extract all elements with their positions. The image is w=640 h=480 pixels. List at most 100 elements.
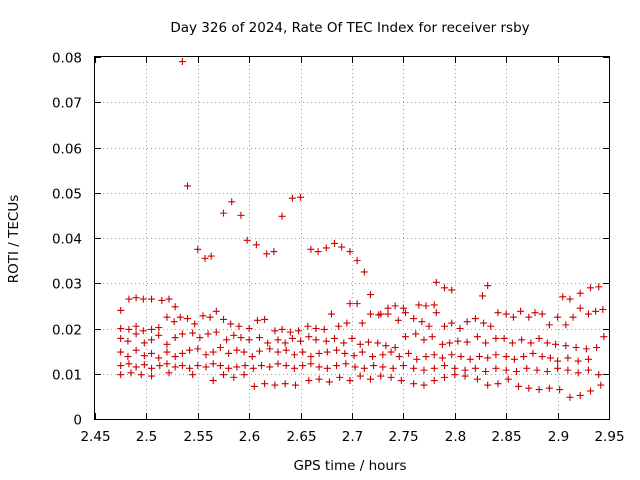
data-point <box>367 310 375 318</box>
data-point <box>233 363 241 371</box>
x-tick-label: 2.7 <box>342 429 363 445</box>
data-point <box>132 330 140 338</box>
data-point <box>204 330 212 338</box>
data-point <box>448 286 456 294</box>
x-tick-label: 2.55 <box>183 429 213 445</box>
data-point <box>441 362 449 370</box>
data-point <box>525 384 533 392</box>
data-point <box>494 309 502 317</box>
data-point <box>230 373 238 381</box>
data-point <box>586 284 594 292</box>
data-point <box>323 348 331 356</box>
x-tick-label: 2.85 <box>491 429 521 445</box>
data-point <box>127 369 135 377</box>
data-point <box>584 366 592 374</box>
data-point <box>206 313 214 321</box>
data-point <box>374 339 382 347</box>
data-point <box>471 364 479 372</box>
data-point <box>220 209 227 217</box>
data-point <box>140 361 148 369</box>
data-points <box>117 58 608 401</box>
data-point <box>466 355 474 363</box>
data-point <box>305 333 313 341</box>
data-point <box>124 353 132 361</box>
data-point <box>520 353 528 361</box>
data-point <box>395 353 403 361</box>
data-point <box>482 339 490 347</box>
x-axis-ticks: 2.45 2.5 2.55 2.6 2.65 2.7 2.75 2.8 2.85 2.9 2.95 <box>80 57 625 445</box>
data-point <box>250 382 258 390</box>
y-tick-label: 0.02 <box>52 323 82 339</box>
data-point <box>535 334 543 342</box>
data-point <box>525 313 533 321</box>
data-point <box>117 348 125 356</box>
data-point <box>379 351 387 359</box>
data-point <box>148 364 156 372</box>
data-point <box>422 302 430 310</box>
data-point <box>441 284 449 292</box>
grid <box>95 57 609 419</box>
data-point <box>438 354 446 362</box>
data-point <box>258 362 266 370</box>
data-point <box>117 371 125 379</box>
data-point <box>125 360 133 368</box>
data-point <box>163 348 171 356</box>
data-point <box>510 355 518 363</box>
data-point <box>155 354 163 362</box>
data-point <box>327 310 335 318</box>
y-axis-label: ROTI / TECUs <box>6 195 22 283</box>
data-point <box>176 313 184 321</box>
data-point <box>194 245 202 253</box>
data-point <box>312 336 320 344</box>
data-point <box>457 353 465 361</box>
data-point <box>574 369 582 377</box>
data-point <box>248 353 256 361</box>
data-point <box>456 325 464 332</box>
data-point <box>252 241 260 249</box>
data-point <box>271 327 279 335</box>
data-point <box>509 313 517 321</box>
data-point <box>227 320 235 328</box>
data-point <box>415 301 423 309</box>
data-point <box>278 325 286 333</box>
data-point <box>515 382 523 390</box>
data-point <box>171 303 179 311</box>
data-point <box>425 322 433 330</box>
data-point <box>241 362 249 370</box>
data-point <box>531 309 539 317</box>
data-point <box>315 375 323 383</box>
data-point <box>346 300 354 308</box>
data-point <box>295 327 303 335</box>
data-point <box>545 384 553 392</box>
data-point <box>397 377 405 385</box>
data-point <box>165 295 173 303</box>
data-point <box>448 351 456 359</box>
data-point <box>320 325 328 333</box>
data-point <box>322 244 330 252</box>
data-point <box>288 194 296 202</box>
data-point <box>401 333 409 341</box>
data-point <box>586 387 594 395</box>
data-point <box>360 268 368 276</box>
data-point <box>340 339 348 347</box>
data-point <box>341 349 349 357</box>
data-point <box>538 353 546 361</box>
data-point <box>237 211 245 219</box>
data-point <box>597 381 605 389</box>
data-point <box>356 372 364 380</box>
data-point <box>432 278 440 286</box>
data-point <box>552 340 560 348</box>
data-point <box>336 373 344 381</box>
chart-title: Day 326 of 2024, Rate Of TEC Index for r… <box>170 20 529 36</box>
data-point <box>399 362 407 370</box>
data-point <box>508 339 516 347</box>
data-point <box>438 340 446 348</box>
data-point <box>266 345 274 353</box>
data-point <box>546 354 554 362</box>
data-point <box>165 369 173 377</box>
data-point <box>367 375 375 383</box>
data-point <box>261 315 269 323</box>
data-point <box>220 315 227 323</box>
data-point <box>286 328 294 336</box>
data-point <box>333 346 341 354</box>
